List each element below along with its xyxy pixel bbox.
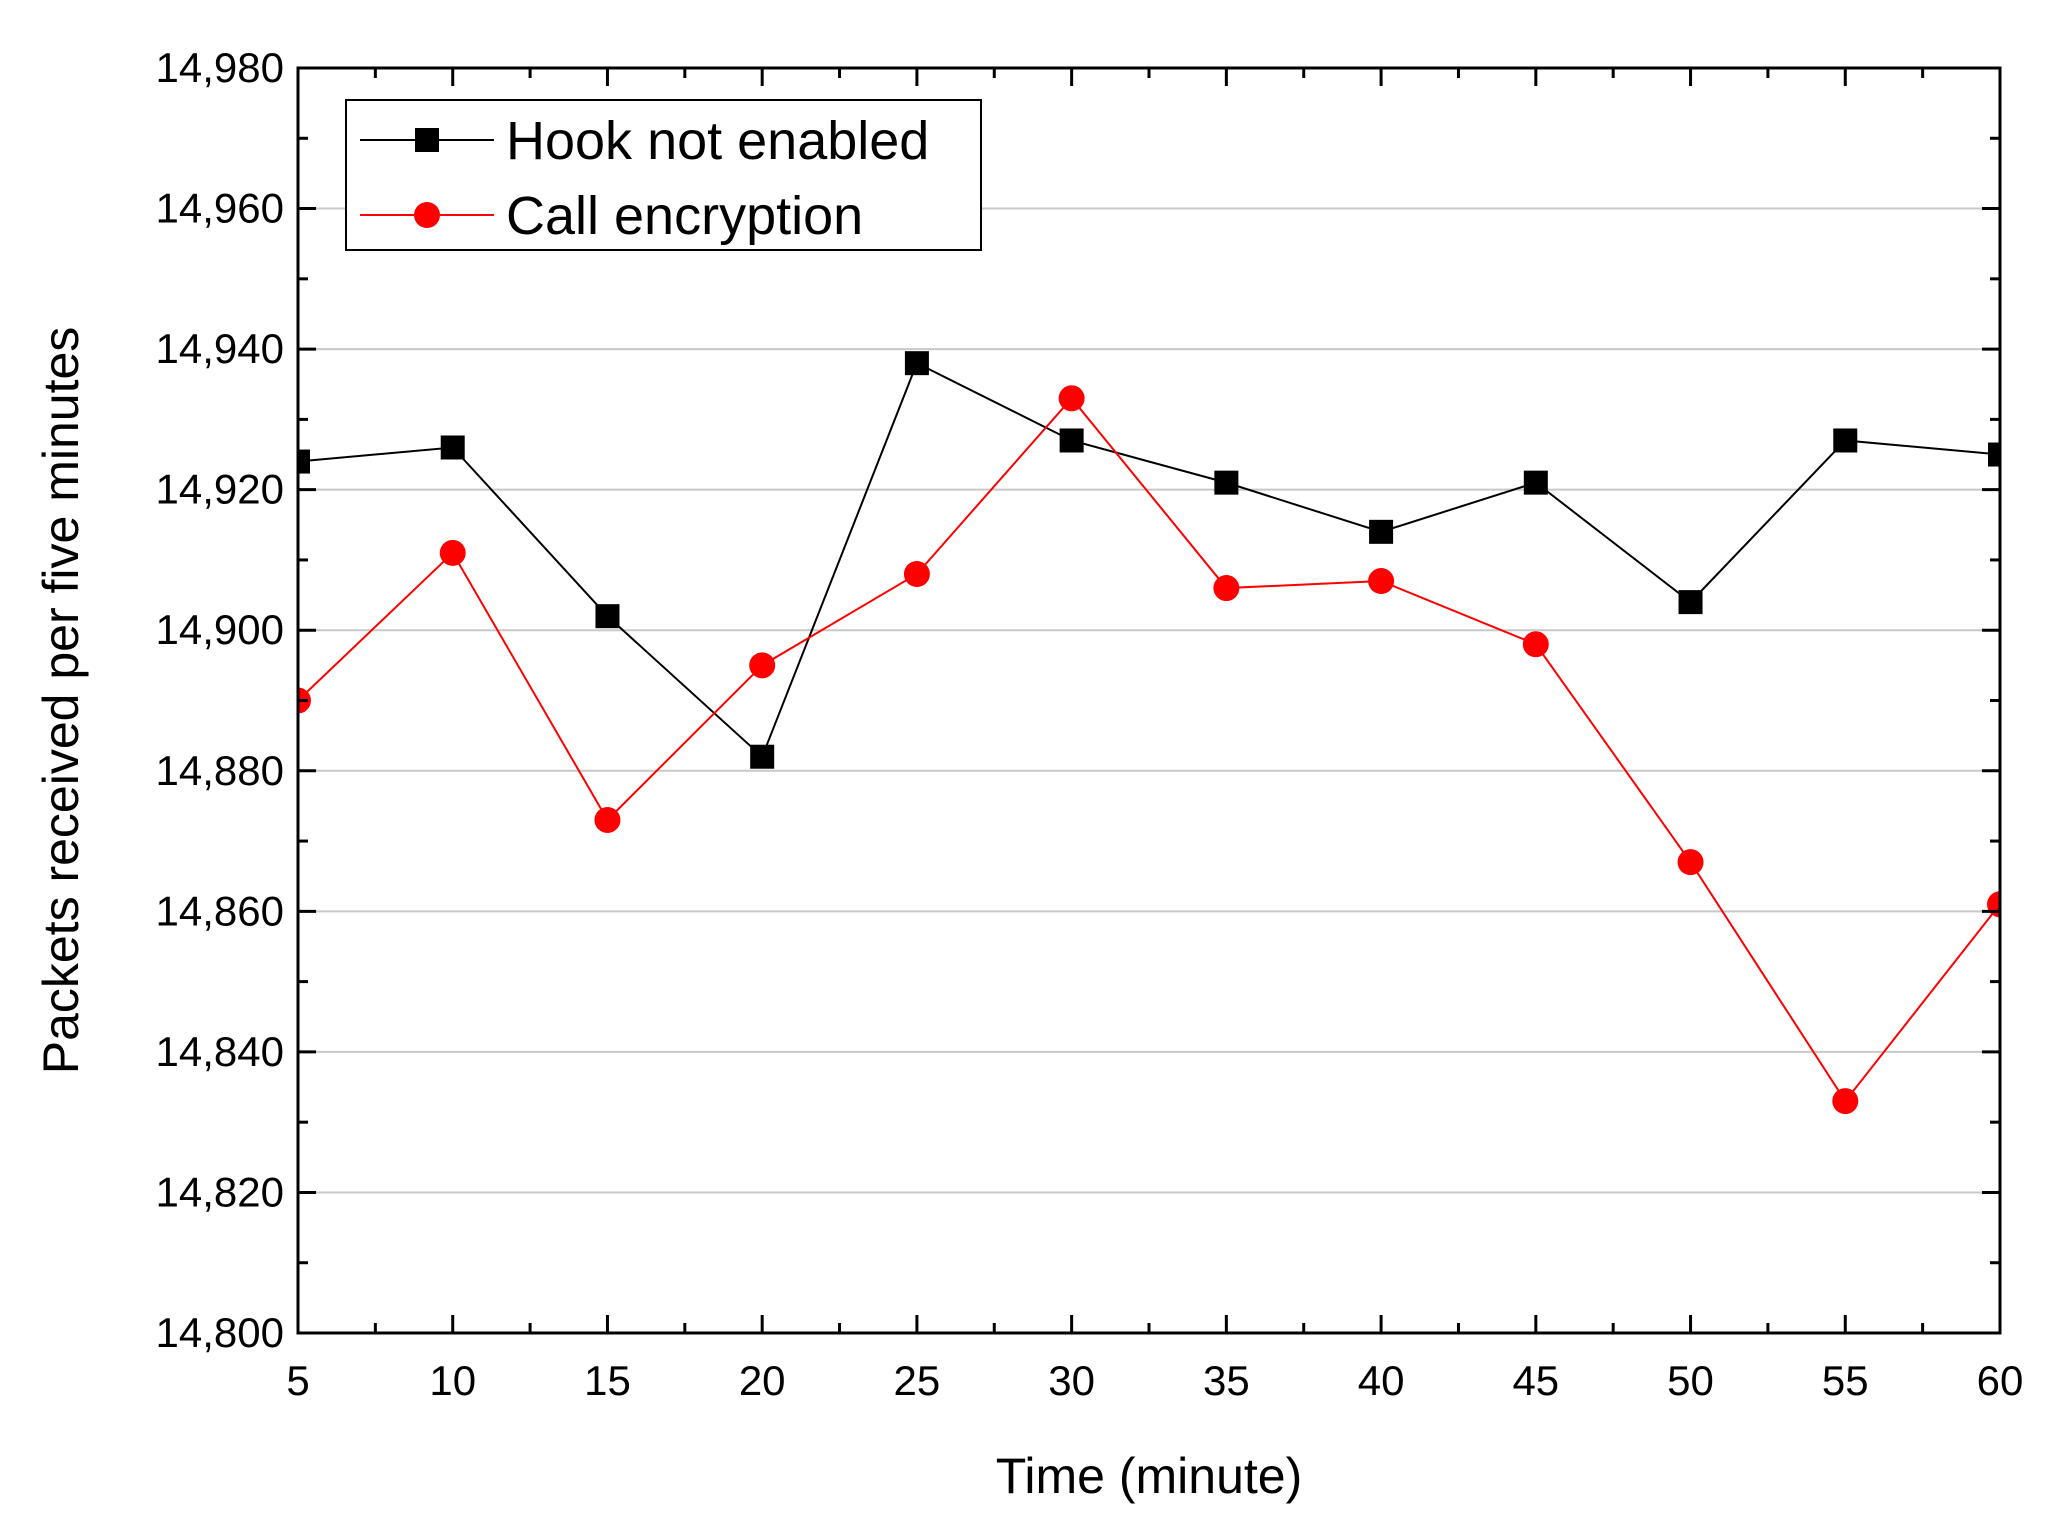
y-tick-label: 14,860: [156, 887, 284, 934]
x-tick-label: 55: [1822, 1357, 1869, 1404]
y-axis-title: Packets received per five minutes: [33, 327, 89, 1075]
series-layer: [298, 351, 2000, 1115]
y-tick-label: 14,880: [156, 747, 284, 794]
data-point-circle: [749, 652, 776, 679]
data-point-circle: [439, 539, 466, 566]
data-point-square: [440, 435, 465, 460]
data-point-square: [1523, 470, 1548, 495]
data-point-square: [904, 351, 929, 376]
data-point-circle: [1832, 1088, 1859, 1115]
x-tick-label: 15: [584, 1357, 631, 1404]
legend-label: Hook not enabled: [506, 111, 929, 171]
data-point-square: [1369, 519, 1394, 544]
axis-ticks: [296, 66, 2002, 1335]
y-tick-label: 14,800: [156, 1309, 284, 1356]
data-point-square: [1678, 590, 1703, 615]
data-point-circle: [1213, 575, 1240, 602]
legend: Hook not enabled Call encryption: [345, 99, 982, 251]
x-tick-label: 45: [1512, 1357, 1559, 1404]
y-tick-label: 14,820: [156, 1168, 284, 1215]
legend-box: [345, 99, 982, 251]
x-tick-label: 20: [739, 1357, 786, 1404]
x-axis-title: Time (minute): [996, 1448, 1303, 1504]
legend-label: Call encryption: [506, 186, 863, 246]
y-tick-label: 14,960: [156, 185, 284, 232]
data-point-square: [750, 744, 775, 769]
data-point-square: [1833, 428, 1858, 453]
y-tick-label: 14,980: [156, 44, 284, 91]
y-tick-label: 14,940: [156, 325, 284, 372]
series-line: [298, 361, 2000, 759]
data-point-circle: [1677, 849, 1704, 876]
x-tick-label: 60: [1977, 1357, 2024, 1404]
data-point-circle: [1368, 568, 1395, 595]
data-point-square: [1059, 428, 1084, 453]
data-point-square: [595, 604, 620, 629]
series-hook-not-enabled: [298, 351, 2000, 769]
plot-frame: [296, 66, 2002, 1335]
tick-labels: 14,800 14,820 14,840 14,860 14,880 14,900 14,9…: [156, 44, 2024, 1404]
y-tick-label: 14,900: [156, 606, 284, 653]
data-point-circle: [1522, 631, 1549, 658]
data-point-circle: [903, 561, 930, 587]
data-point-square: [1988, 442, 2000, 467]
grid-lines: [298, 207, 2000, 1194]
legend-circle-marker: [414, 202, 440, 228]
data-point-square: [1214, 470, 1239, 495]
x-tick-label: 25: [894, 1357, 941, 1404]
x-tick-label: 35: [1203, 1357, 1250, 1404]
x-tick-label: 50: [1667, 1357, 1714, 1404]
y-tick-label: 14,920: [156, 466, 284, 513]
series-call-encryption: [298, 385, 2000, 1115]
x-tick-label: 30: [1048, 1357, 1095, 1404]
series-line: [298, 396, 2000, 1103]
y-tick-label: 14,840: [156, 1028, 284, 1075]
data-point-circle: [1058, 385, 1085, 412]
data-point-circle: [594, 806, 621, 833]
x-tick-label: 5: [286, 1357, 309, 1404]
x-tick-label: 10: [429, 1357, 476, 1404]
x-tick-label: 40: [1358, 1357, 1405, 1404]
data-point-square: [298, 449, 310, 474]
legend-square-marker: [415, 128, 439, 152]
